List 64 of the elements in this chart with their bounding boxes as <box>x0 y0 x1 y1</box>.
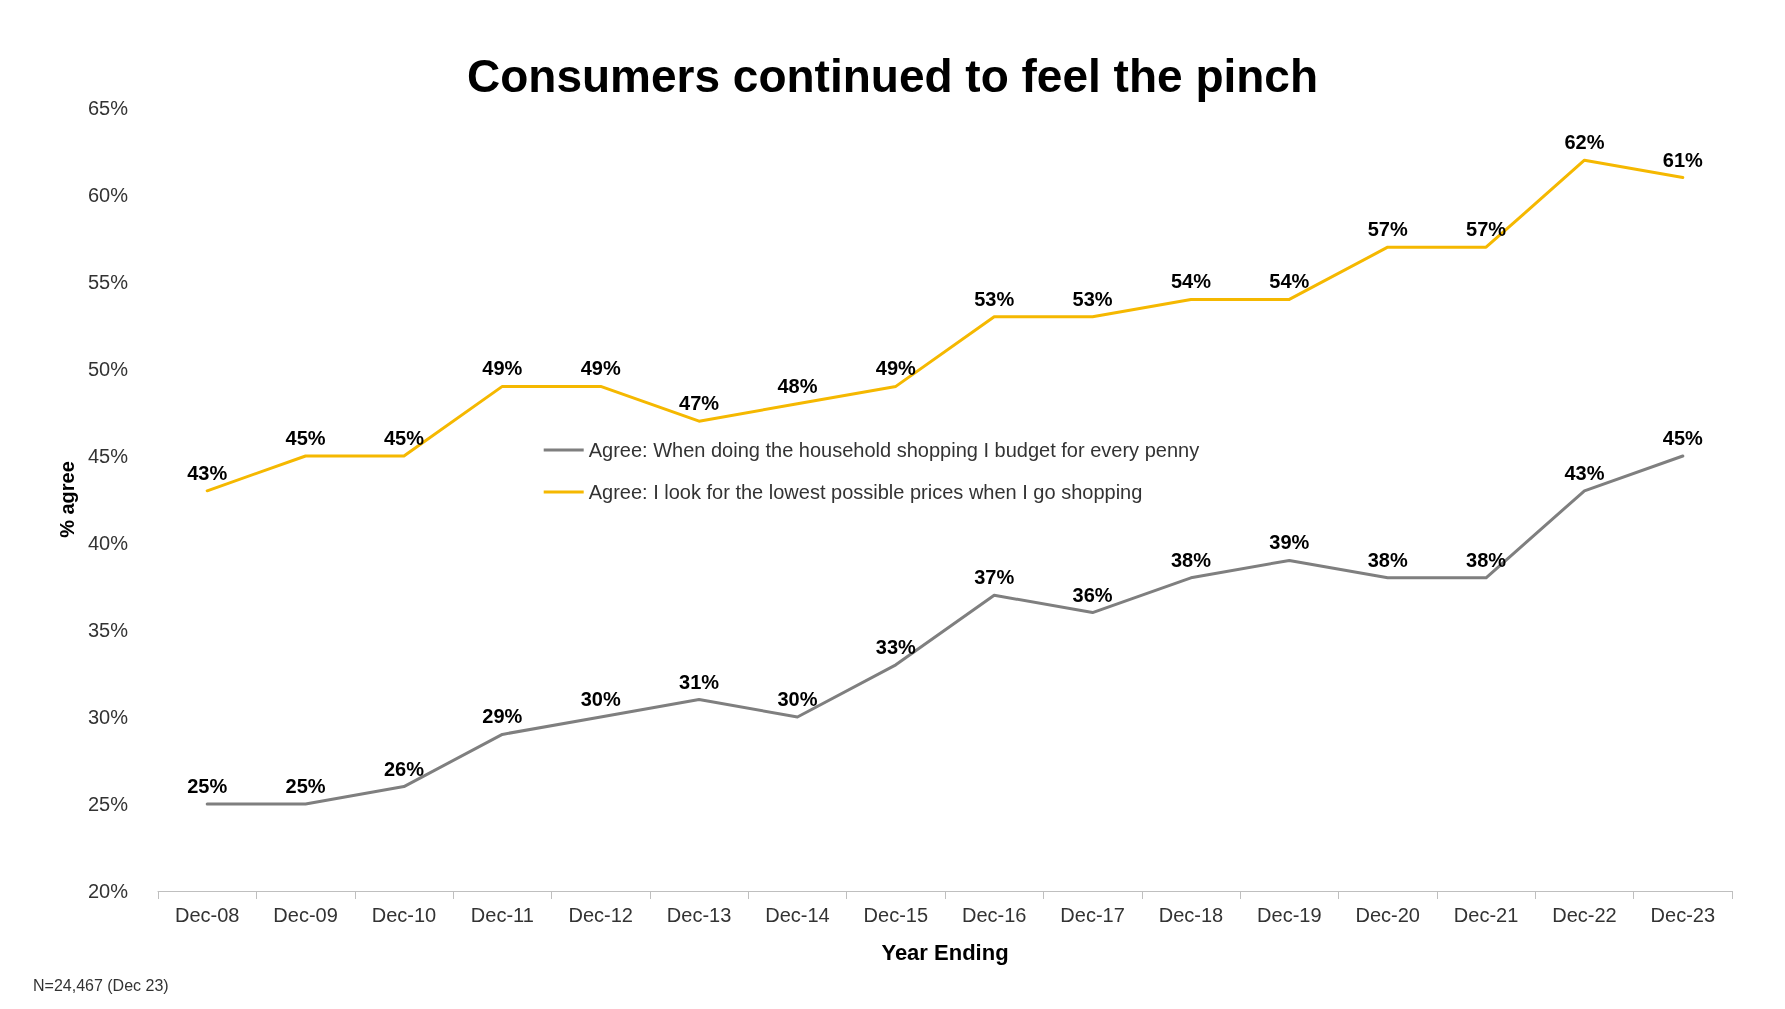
data-label: 45% <box>383 427 425 449</box>
x-tick-label: Dec-16 <box>961 904 1027 926</box>
x-tick-label: Dec-21 <box>1453 904 1519 926</box>
data-label: 43% <box>1564 461 1605 484</box>
data-label: 29% <box>482 705 523 728</box>
x-tick-label: Dec-08 <box>174 904 240 926</box>
y-tick-label: 45% <box>87 445 129 467</box>
x-tick-label: Dec-12 <box>568 904 633 926</box>
data-label: 39% <box>1269 531 1310 554</box>
data-label: 49% <box>482 357 523 380</box>
data-label: 31% <box>679 670 720 693</box>
data-label: 43% <box>187 461 228 484</box>
x-tick-label: Dec-22 <box>1552 904 1617 926</box>
data-label: 38% <box>1466 548 1507 571</box>
data-label: 25% <box>187 775 228 797</box>
x-tick-label: Dec-13 <box>666 904 732 926</box>
y-tick-label: 55% <box>87 271 129 293</box>
y-tick-label: 20% <box>87 880 129 902</box>
x-tick-label: Dec-19 <box>1257 904 1322 926</box>
x-tick-label: Dec-20 <box>1355 904 1420 926</box>
y-axis-title: % agree <box>56 461 79 538</box>
data-label: 57% <box>1466 218 1507 241</box>
data-label: 36% <box>1072 583 1113 606</box>
data-label: 49% <box>580 357 621 380</box>
legend-label: Agree: I look for the lowest possible prices when I go shopping <box>588 480 1143 503</box>
chart-title: Consumers continued to feel the pinch <box>466 50 1319 102</box>
x-tick-label: Dec-14 <box>765 904 830 926</box>
data-label: 54% <box>1269 270 1310 293</box>
x-tick-label: Dec-17 <box>1060 904 1125 926</box>
data-label: 45% <box>1662 427 1704 449</box>
data-label: 30% <box>580 688 621 710</box>
y-tick-label: 50% <box>87 358 129 380</box>
legend-label: Agree: When doing the household shopping I budget for every penny <box>588 438 1200 461</box>
x-tick-label: Dec-11 <box>470 904 534 926</box>
x-axis-title: Year Ending <box>881 939 1009 965</box>
y-tick-label: 25% <box>87 793 129 815</box>
x-tick-label: Dec-18 <box>1158 904 1224 926</box>
y-tick-label: 60% <box>87 184 129 206</box>
text: N=24,467 (Dec 23) <box>33 976 169 994</box>
y-tick-label: 35% <box>87 619 129 641</box>
data-label: 53% <box>1072 287 1113 310</box>
data-label: 57% <box>1367 218 1408 241</box>
y-tick-label: 40% <box>87 532 129 554</box>
data-label: 49% <box>875 357 917 380</box>
x-tick-label: Dec-23 <box>1650 904 1716 926</box>
y-tick-label: 30% <box>87 706 129 728</box>
x-tick-label: Dec-09 <box>273 904 338 926</box>
data-label: 38% <box>1170 548 1212 571</box>
data-label: 25% <box>285 775 326 797</box>
data-label: 48% <box>777 374 818 397</box>
data-label: 26% <box>383 757 425 780</box>
data-label: 38% <box>1367 548 1408 571</box>
y-tick-label: 65% <box>87 97 129 119</box>
data-label: 61% <box>1662 148 1704 171</box>
data-label: 45% <box>285 427 326 449</box>
data-label: 37% <box>974 566 1015 589</box>
data-label: 62% <box>1564 131 1605 154</box>
data-label: 47% <box>679 392 720 415</box>
data-label: 30% <box>777 688 818 710</box>
x-tick-label: Dec-15 <box>863 904 929 926</box>
data-label: 54% <box>1170 270 1212 293</box>
data-label: 53% <box>974 287 1015 310</box>
x-tick-label: Dec-10 <box>371 904 437 926</box>
data-label: 33% <box>875 635 917 658</box>
